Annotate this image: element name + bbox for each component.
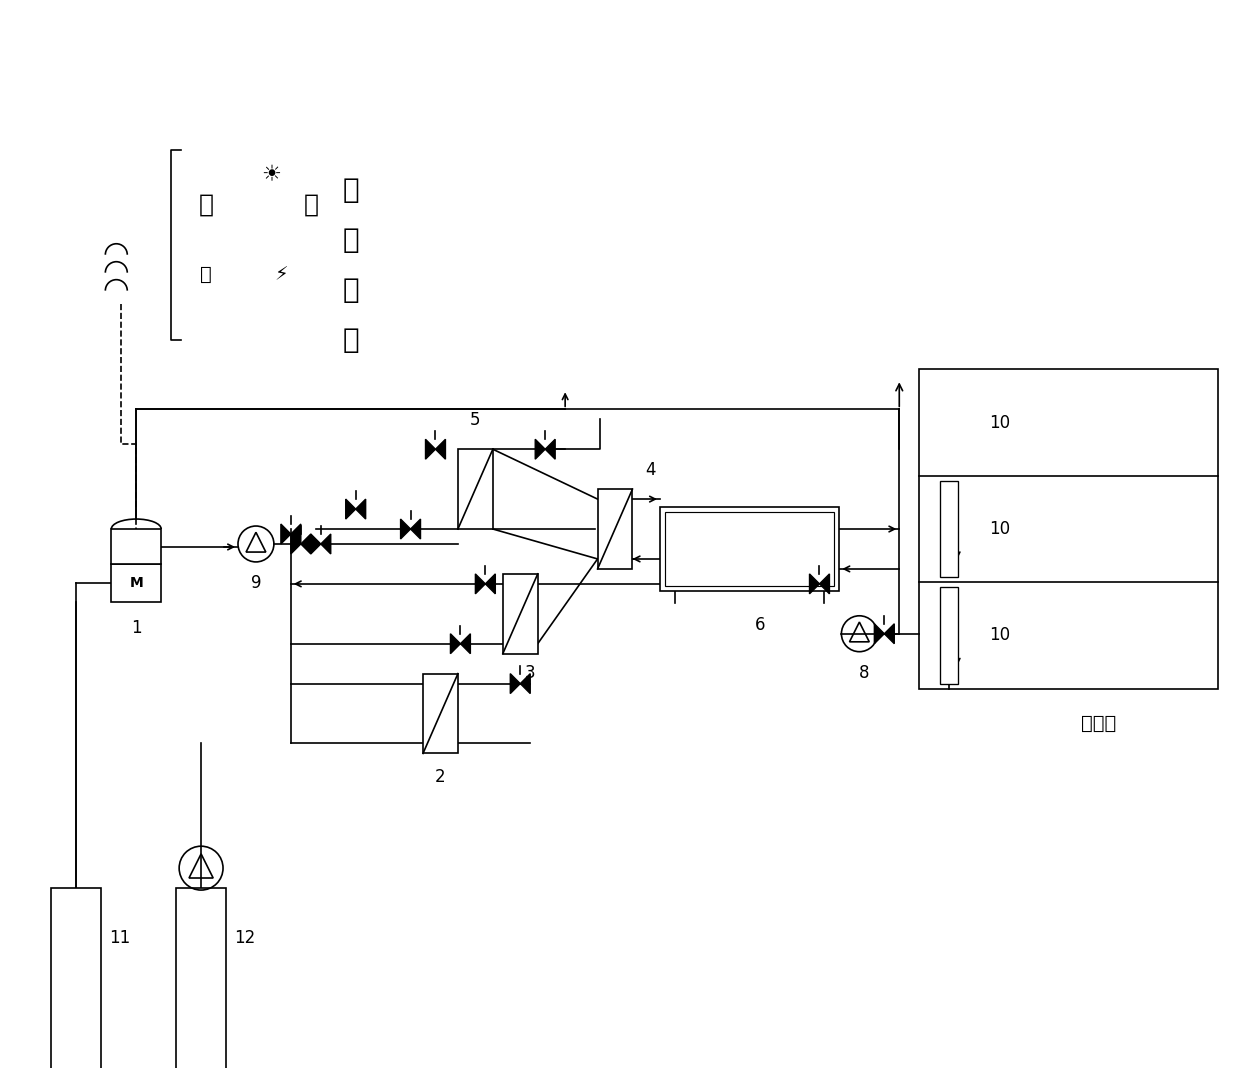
Bar xyxy=(665,512,835,587)
Polygon shape xyxy=(401,520,410,539)
Polygon shape xyxy=(460,634,470,653)
Bar xyxy=(423,673,458,754)
Text: 12: 12 xyxy=(234,929,255,947)
Text: ⚡: ⚡ xyxy=(274,265,288,284)
Text: 10: 10 xyxy=(990,626,1011,645)
Text: 3: 3 xyxy=(525,664,536,682)
Bar xyxy=(112,529,161,564)
Bar xyxy=(660,507,839,591)
Polygon shape xyxy=(301,534,311,554)
Polygon shape xyxy=(536,439,546,460)
Polygon shape xyxy=(321,534,331,554)
Text: 间: 间 xyxy=(342,176,360,204)
Text: 6: 6 xyxy=(754,617,765,634)
Polygon shape xyxy=(356,499,366,520)
Polygon shape xyxy=(521,673,531,694)
Bar xyxy=(940,587,959,683)
Text: 4: 4 xyxy=(645,461,656,479)
Polygon shape xyxy=(874,624,884,644)
Bar xyxy=(176,888,226,1069)
Polygon shape xyxy=(281,524,291,544)
Polygon shape xyxy=(346,499,356,520)
Text: 7: 7 xyxy=(196,907,206,924)
Polygon shape xyxy=(511,673,521,694)
Polygon shape xyxy=(810,574,820,594)
Text: 2: 2 xyxy=(435,769,446,787)
Bar xyxy=(940,481,959,577)
Polygon shape xyxy=(485,574,495,594)
Text: 1: 1 xyxy=(131,619,141,637)
Polygon shape xyxy=(820,574,830,594)
Text: 💨: 💨 xyxy=(200,265,212,284)
Bar xyxy=(112,564,161,602)
Text: 10: 10 xyxy=(990,414,1011,432)
Text: 建筑物: 建筑物 xyxy=(1081,713,1116,732)
Text: 🏭: 🏭 xyxy=(304,192,319,217)
Bar xyxy=(598,490,632,569)
Text: 性: 性 xyxy=(342,276,360,304)
Bar xyxy=(458,449,492,529)
Text: 能: 能 xyxy=(342,325,360,354)
Text: ☀: ☀ xyxy=(260,165,281,185)
Text: M: M xyxy=(129,576,143,590)
Polygon shape xyxy=(475,574,485,594)
Bar xyxy=(52,888,102,1069)
Polygon shape xyxy=(291,524,301,544)
Text: 10: 10 xyxy=(990,520,1011,538)
Polygon shape xyxy=(450,634,460,653)
Text: 5: 5 xyxy=(470,412,481,430)
Polygon shape xyxy=(425,439,435,460)
Text: 11: 11 xyxy=(109,929,130,947)
Text: 8: 8 xyxy=(859,664,869,682)
Polygon shape xyxy=(311,534,321,554)
Polygon shape xyxy=(546,439,556,460)
Bar xyxy=(919,370,1219,688)
Polygon shape xyxy=(410,520,420,539)
Polygon shape xyxy=(884,624,894,644)
Polygon shape xyxy=(435,439,445,460)
Text: 🏠: 🏠 xyxy=(198,192,213,217)
Text: 歇: 歇 xyxy=(342,226,360,253)
Text: 9: 9 xyxy=(250,574,262,592)
Bar xyxy=(502,574,538,653)
Polygon shape xyxy=(291,534,301,554)
